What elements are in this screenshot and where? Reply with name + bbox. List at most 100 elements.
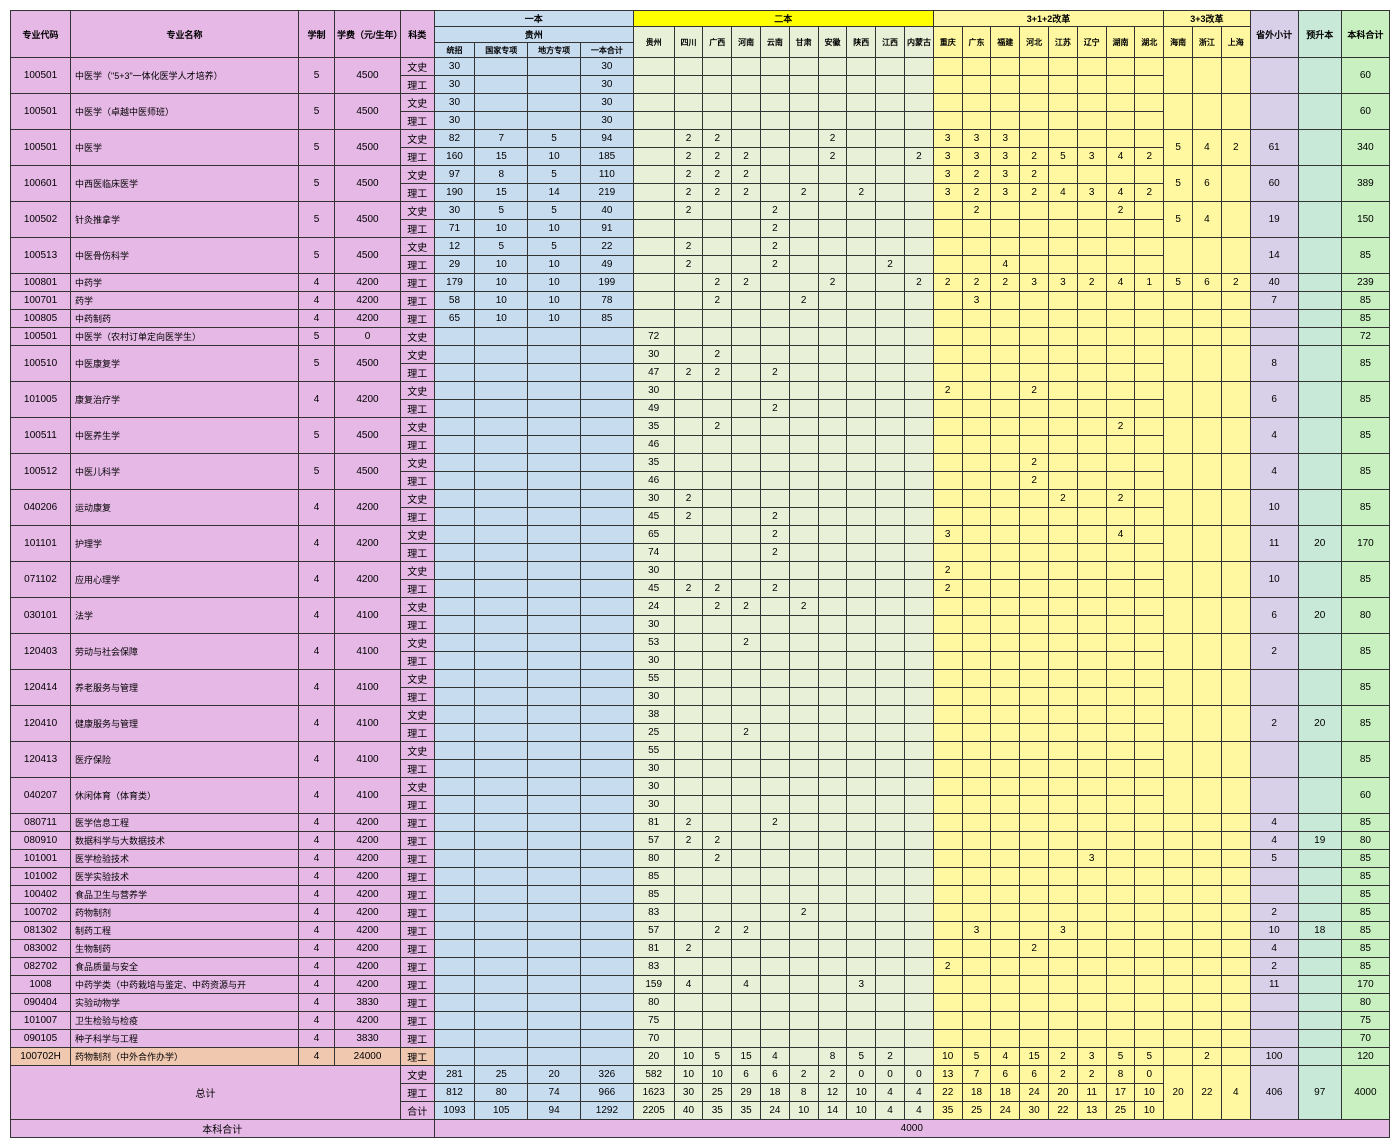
hdr-q3: 上海 bbox=[1221, 27, 1250, 58]
cell bbox=[434, 742, 475, 760]
cell bbox=[703, 1030, 732, 1048]
cell bbox=[1164, 778, 1193, 814]
cell: 80 bbox=[475, 1084, 528, 1102]
cell bbox=[580, 778, 633, 796]
cell bbox=[528, 940, 581, 958]
cell bbox=[580, 1048, 633, 1066]
cell bbox=[904, 526, 933, 544]
cell bbox=[633, 76, 674, 94]
cell: 2 bbox=[703, 850, 732, 868]
table-row: 100501中医学54500文史82759422233354261340 bbox=[11, 130, 1390, 148]
cell: 72 bbox=[1341, 328, 1389, 346]
cell bbox=[528, 508, 581, 526]
cell: 2 bbox=[760, 508, 789, 526]
cell bbox=[904, 184, 933, 202]
cell: 2 bbox=[703, 598, 732, 616]
cell: 49 bbox=[580, 256, 633, 274]
cell bbox=[434, 778, 475, 796]
cell: 185 bbox=[580, 148, 633, 166]
cell: 30 bbox=[434, 94, 475, 112]
cell bbox=[1135, 652, 1164, 670]
cell: 25 bbox=[475, 1066, 528, 1084]
cell bbox=[1077, 814, 1106, 832]
cell: 081302 bbox=[11, 922, 71, 940]
cell bbox=[1221, 958, 1250, 976]
cell: 10 bbox=[475, 256, 528, 274]
cell: 合计 bbox=[401, 1102, 435, 1120]
cell bbox=[1020, 418, 1049, 436]
cell bbox=[1020, 670, 1049, 688]
cell: 12 bbox=[818, 1084, 847, 1102]
cell: 85 bbox=[1341, 238, 1389, 274]
cell: 22 bbox=[1193, 1066, 1222, 1120]
cell bbox=[818, 580, 847, 598]
cell: 理工 bbox=[401, 256, 435, 274]
cell: 文史 bbox=[401, 58, 435, 76]
cell: 30 bbox=[633, 760, 674, 778]
cell bbox=[1221, 328, 1250, 346]
cell: 3 bbox=[1077, 184, 1106, 202]
cell bbox=[933, 256, 962, 274]
cell bbox=[1193, 850, 1222, 868]
cell: 3830 bbox=[335, 1030, 401, 1048]
cell bbox=[991, 706, 1020, 724]
cell: 20 bbox=[1164, 1066, 1193, 1120]
cell bbox=[580, 922, 633, 940]
cell bbox=[991, 958, 1020, 976]
cell bbox=[674, 382, 703, 400]
cell bbox=[528, 922, 581, 940]
cell bbox=[1049, 418, 1078, 436]
cell bbox=[789, 922, 818, 940]
cell bbox=[818, 256, 847, 274]
cell: 理工 bbox=[401, 310, 435, 328]
cell bbox=[1020, 400, 1049, 418]
cell: 55 bbox=[633, 742, 674, 760]
cell bbox=[1106, 130, 1135, 148]
cell bbox=[580, 724, 633, 742]
cell: 2 bbox=[674, 184, 703, 202]
cell: 60 bbox=[1250, 166, 1298, 202]
cell bbox=[1020, 1030, 1049, 1048]
cell bbox=[1106, 328, 1135, 346]
cell: 2 bbox=[703, 364, 732, 382]
cell: 理工 bbox=[401, 1012, 435, 1030]
cell bbox=[434, 796, 475, 814]
cell bbox=[1135, 670, 1164, 688]
cell: 25 bbox=[633, 724, 674, 742]
cell bbox=[434, 508, 475, 526]
cell bbox=[904, 1030, 933, 1048]
cell bbox=[1049, 850, 1078, 868]
cell: 4100 bbox=[335, 778, 401, 814]
cell bbox=[1077, 472, 1106, 490]
table-row: 1008中药学类（中药栽培与鉴定、中药资源与开44200理工1594431117… bbox=[11, 976, 1390, 994]
cell: 5 bbox=[299, 346, 335, 382]
cell: 4 bbox=[1106, 526, 1135, 544]
cell bbox=[789, 472, 818, 490]
cell: 卫生检验与检疫 bbox=[71, 1012, 299, 1030]
cell bbox=[933, 760, 962, 778]
cell bbox=[1020, 94, 1049, 112]
cell bbox=[528, 688, 581, 706]
cell: 理工 bbox=[401, 148, 435, 166]
cell bbox=[991, 634, 1020, 652]
cell bbox=[1193, 886, 1222, 904]
cell bbox=[703, 688, 732, 706]
cell: 文史 bbox=[401, 634, 435, 652]
cell: 4100 bbox=[335, 706, 401, 742]
cell bbox=[1221, 94, 1250, 130]
cell bbox=[1221, 346, 1250, 382]
cell bbox=[818, 292, 847, 310]
cell bbox=[847, 850, 876, 868]
cell bbox=[1049, 238, 1078, 256]
cell bbox=[580, 688, 633, 706]
cell: 40 bbox=[674, 1102, 703, 1120]
cell bbox=[732, 526, 761, 544]
cell bbox=[703, 436, 732, 454]
cell bbox=[962, 76, 991, 94]
cell: 10 bbox=[1250, 922, 1298, 940]
cell: 2 bbox=[703, 274, 732, 292]
cell bbox=[580, 544, 633, 562]
cell bbox=[1221, 490, 1250, 526]
cell bbox=[904, 346, 933, 364]
cell bbox=[475, 562, 528, 580]
